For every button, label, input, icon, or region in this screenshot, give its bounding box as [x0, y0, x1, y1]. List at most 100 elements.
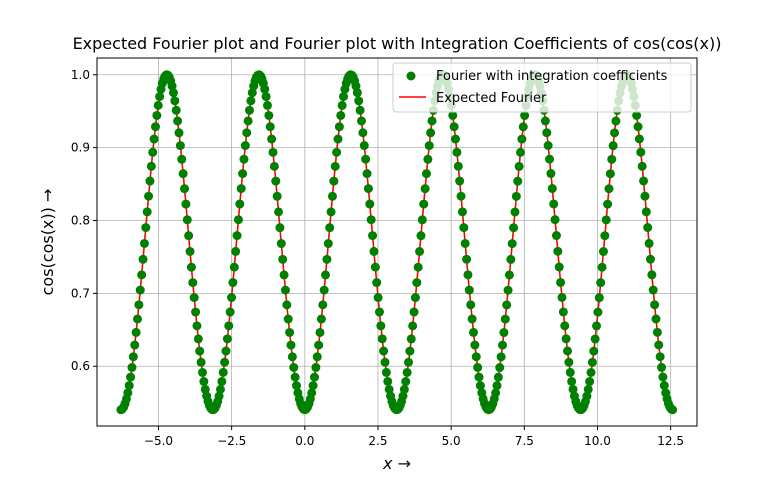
data-point [123, 388, 133, 398]
data-point [220, 357, 230, 367]
y-tick-label: 0.8 [71, 214, 90, 228]
data-point [506, 254, 516, 264]
data-point [287, 352, 297, 362]
x-tick-label: −2.5 [217, 434, 246, 448]
data-point [453, 161, 463, 171]
data-point [586, 368, 596, 377]
data-point [224, 321, 234, 331]
data-point [238, 169, 248, 179]
data-point [659, 381, 669, 391]
data-point [171, 105, 181, 115]
data-point [318, 300, 328, 310]
data-point [473, 362, 483, 372]
data-point [607, 154, 617, 164]
data-point [148, 147, 158, 157]
data-point [564, 357, 574, 367]
y-tick-label: 0.7 [71, 286, 90, 300]
data-point [289, 362, 299, 372]
data-point [409, 307, 419, 317]
data-point [236, 184, 246, 194]
y-axis: 0.6 0.7 0.8 0.9 1.0 [71, 68, 97, 373]
data-point [307, 388, 317, 398]
data-point [585, 377, 595, 387]
data-point [217, 376, 227, 386]
data-point [276, 239, 286, 249]
data-point [233, 215, 243, 225]
data-point [242, 128, 252, 138]
data-point [451, 134, 461, 144]
data-point [421, 169, 431, 179]
data-point [637, 161, 647, 171]
data-point [268, 147, 278, 157]
data-point [565, 367, 575, 377]
data-point [178, 169, 188, 179]
data-point [459, 223, 469, 233]
y-tick-label: 1.0 [71, 68, 90, 82]
data-point [383, 376, 393, 386]
data-point [547, 184, 557, 194]
data-point [130, 340, 140, 350]
data-point [563, 346, 573, 356]
data-point [365, 199, 375, 209]
x-tick-label: 0.0 [295, 434, 314, 448]
data-point [513, 176, 523, 186]
chart-title: Expected Fourier plot and Fourier plot w… [73, 34, 722, 53]
data-point [167, 81, 177, 91]
data-point [554, 262, 564, 272]
data-point [351, 81, 361, 91]
data-point [221, 346, 231, 356]
data-point [272, 191, 282, 201]
data-point [499, 328, 509, 338]
data-point [142, 207, 152, 217]
data-point [417, 215, 427, 225]
data-point [308, 381, 318, 391]
data-point [286, 340, 296, 350]
plot-frame [96, 57, 698, 427]
data-point [503, 285, 513, 295]
data-point [240, 141, 250, 151]
data-point [589, 346, 599, 356]
data-point [424, 141, 434, 151]
data-point [509, 223, 519, 233]
data-point [146, 161, 156, 171]
data-point [150, 122, 160, 132]
data-point [406, 334, 416, 344]
data-point [561, 334, 571, 344]
data-point [639, 176, 649, 186]
data-point [356, 116, 366, 126]
data-point [604, 184, 614, 194]
data-point [137, 270, 147, 280]
data-point [368, 231, 378, 241]
data-point [327, 191, 337, 201]
data-point [644, 238, 654, 248]
data-point [426, 128, 436, 138]
data-point [594, 293, 604, 303]
data-point [290, 372, 300, 382]
data-point [605, 169, 615, 179]
data-point [553, 246, 563, 256]
data-point [189, 293, 199, 303]
data-point [127, 362, 137, 372]
data-point [507, 239, 517, 249]
data-point [463, 270, 473, 280]
legend-marker-fourier-integration [406, 71, 416, 81]
data-point [603, 199, 613, 209]
data-point [174, 128, 184, 138]
data-point [231, 246, 241, 256]
data-point [416, 231, 426, 241]
data-point [546, 169, 556, 179]
data-point [199, 377, 209, 387]
data-point [334, 122, 344, 132]
data-point [410, 293, 420, 303]
data-point [597, 262, 607, 272]
data-point [141, 223, 151, 233]
data-point [514, 161, 524, 171]
data-point [611, 116, 621, 126]
data-point [651, 314, 661, 324]
data-point [232, 231, 242, 241]
data-point [363, 184, 373, 194]
data-point [449, 122, 459, 132]
data-point [309, 372, 319, 382]
data-point [583, 384, 593, 394]
data-point [243, 116, 253, 126]
